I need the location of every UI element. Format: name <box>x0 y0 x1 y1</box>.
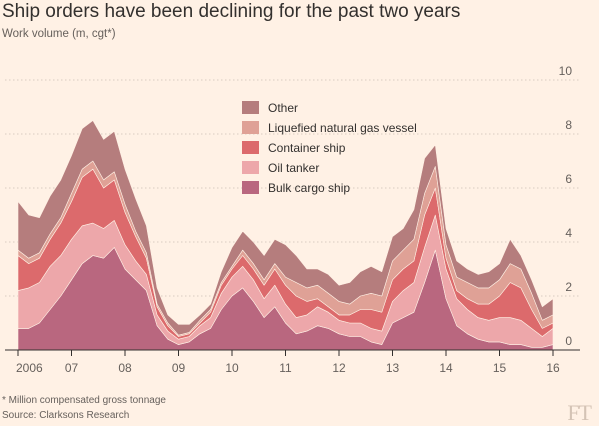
legend-swatch <box>242 161 259 174</box>
legend-label: Liquefied natural gas vessel <box>268 121 417 135</box>
legend-swatch <box>242 141 259 154</box>
ft-logo: FT <box>567 400 592 425</box>
y-tick-label: 8 <box>565 118 572 132</box>
x-tick-label: 09 <box>172 361 186 375</box>
footnote: * Million compensated gross tonnage <box>2 395 166 406</box>
x-tick-label: 08 <box>118 361 132 375</box>
x-tick-label: 16 <box>546 361 560 375</box>
legend: Other Liquefied natural gas vessel Contain… <box>242 101 417 195</box>
legend-label: Container ship <box>268 141 346 155</box>
legend-swatch <box>242 101 259 114</box>
x-tick-label: 11 <box>279 361 292 375</box>
x-tick-label: 10 <box>225 361 239 375</box>
x-tick-label: 2006 <box>16 361 43 375</box>
y-tick-label: 6 <box>565 172 572 186</box>
x-tick-label: 15 <box>493 361 507 375</box>
y-tick-label: 2 <box>565 280 572 294</box>
legend-label: Bulk cargo ship <box>268 181 350 195</box>
chart-subtitle: Work volume (m, cgt*) <box>2 28 116 40</box>
source-note: Source: Clarksons Research <box>2 410 130 421</box>
y-tick-label: 0 <box>565 334 572 348</box>
legend-label: Oil tanker <box>268 161 319 175</box>
series-area-other <box>17 120 554 336</box>
legend-swatch <box>242 181 259 194</box>
x-tick-label: 07 <box>65 361 79 375</box>
y-tick-label: 4 <box>565 226 572 240</box>
legend-label: Other <box>268 101 298 115</box>
chart-title: Ship orders have been declining for the … <box>2 1 461 22</box>
x-tick-label: 12 <box>332 361 346 375</box>
x-tick-label: 14 <box>439 361 453 375</box>
legend-swatch <box>242 121 259 134</box>
y-tick-label: 10 <box>559 64 573 78</box>
x-tick-label: 13 <box>386 361 400 375</box>
axes: 0 2 4 6 8 10 2006 07 08 09 10 11 12 13 14 15 16 <box>5 64 580 375</box>
